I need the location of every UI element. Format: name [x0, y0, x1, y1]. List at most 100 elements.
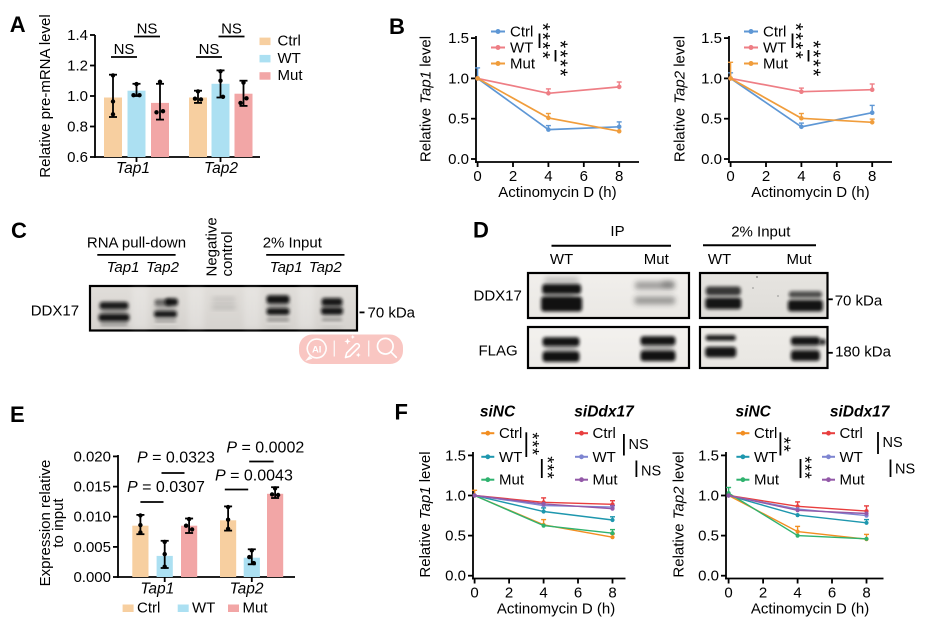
svg-text:P = 0.0323: P = 0.0323: [137, 450, 215, 467]
svg-text:Mut: Mut: [840, 472, 866, 489]
svg-text:8: 8: [868, 168, 876, 185]
svg-text:4: 4: [544, 168, 552, 185]
svg-text:NS: NS: [895, 462, 915, 478]
svg-text:0.000: 0.000: [73, 569, 111, 586]
svg-text:1.0: 1.0: [698, 488, 719, 505]
svg-text:0.0: 0.0: [701, 151, 722, 168]
svg-text:Ctrl: Ctrl: [278, 33, 301, 50]
svg-text:AI: AI: [312, 344, 322, 355]
svg-text:1.5: 1.5: [701, 30, 722, 47]
svg-text:0.005: 0.005: [73, 539, 111, 556]
svg-text:Actinomycin D (h): Actinomycin D (h): [497, 601, 615, 618]
svg-text:A: A: [10, 12, 26, 37]
svg-text:0.010: 0.010: [73, 509, 111, 526]
svg-text:DDX17: DDX17: [31, 303, 79, 320]
svg-text:NS: NS: [114, 41, 135, 58]
svg-text:Tap2: Tap2: [230, 581, 264, 598]
svg-text:WT: WT: [840, 449, 863, 466]
svg-text:0: 0: [724, 585, 732, 602]
svg-text:0.5: 0.5: [445, 528, 466, 545]
svg-text:Ctrl: Ctrl: [510, 24, 533, 41]
svg-text:Actinomycin D (h): Actinomycin D (h): [751, 184, 869, 201]
svg-text:F: F: [395, 400, 408, 425]
svg-text:***: ***: [522, 432, 542, 455]
svg-text:Expression relative: Expression relative: [37, 460, 54, 587]
svg-text:***: ***: [537, 456, 557, 479]
svg-text:2: 2: [762, 168, 770, 185]
svg-text:Relative Tap2 level: Relative Tap2 level: [672, 36, 689, 162]
svg-text:1.2: 1.2: [67, 58, 88, 75]
svg-text:WT: WT: [708, 251, 731, 268]
svg-text:0.5: 0.5: [698, 528, 719, 545]
svg-text:Mut: Mut: [763, 56, 789, 73]
svg-text:70 kDa: 70 kDa: [835, 292, 883, 309]
svg-text:Tap1: Tap1: [270, 259, 303, 276]
svg-text:WT: WT: [499, 449, 522, 466]
svg-text:WT: WT: [763, 40, 786, 57]
svg-text:1.5: 1.5: [698, 447, 719, 464]
svg-text:NS: NS: [221, 21, 242, 38]
svg-text:6: 6: [580, 168, 588, 185]
svg-text:E: E: [10, 402, 25, 427]
svg-text:Relative pre-mRNA level: Relative pre-mRNA level: [37, 14, 54, 177]
svg-text:****: ****: [531, 23, 553, 61]
svg-text:DDX17: DDX17: [474, 288, 522, 305]
svg-text:0.5: 0.5: [448, 111, 469, 128]
svg-text:****: ****: [801, 40, 823, 78]
svg-text:0.020: 0.020: [73, 448, 111, 465]
svg-text:2: 2: [505, 585, 513, 602]
svg-text:Tap2: Tap2: [146, 259, 179, 276]
svg-text:D: D: [473, 218, 489, 243]
svg-text:WT: WT: [510, 40, 533, 57]
svg-text:Mut: Mut: [243, 600, 269, 617]
svg-text:0: 0: [473, 168, 481, 185]
svg-text:2: 2: [759, 585, 767, 602]
svg-text:1.0: 1.0: [701, 70, 722, 87]
svg-text:***: ***: [794, 456, 814, 479]
svg-text:Mut: Mut: [510, 56, 536, 73]
svg-text:Ctrl: Ctrl: [593, 425, 616, 442]
svg-text:Actinomycin D (h): Actinomycin D (h): [498, 184, 616, 201]
svg-text:1.0: 1.0: [445, 488, 466, 505]
svg-text:1.5: 1.5: [445, 447, 466, 464]
svg-text:4: 4: [797, 168, 805, 185]
svg-text:control: control: [219, 231, 236, 276]
svg-text:NS: NS: [883, 435, 903, 451]
svg-text:2% Input: 2% Input: [263, 235, 323, 252]
svg-text:WT: WT: [593, 449, 616, 466]
svg-text:0: 0: [470, 585, 478, 602]
svg-text:0: 0: [726, 168, 734, 185]
svg-text:P = 0.0307: P = 0.0307: [127, 479, 205, 496]
svg-text:6: 6: [574, 585, 582, 602]
svg-text:siDdx17: siDdx17: [830, 404, 891, 421]
svg-text:WT: WT: [192, 600, 215, 617]
svg-text:8: 8: [608, 585, 616, 602]
svg-text:C: C: [11, 218, 27, 243]
svg-text:**: **: [774, 437, 794, 453]
svg-text:siDdx17: siDdx17: [574, 404, 635, 421]
svg-text:1.5: 1.5: [448, 30, 469, 47]
svg-text:1.0: 1.0: [448, 70, 469, 87]
svg-text:180 kDa: 180 kDa: [835, 343, 892, 360]
svg-text:Tap2: Tap2: [204, 160, 238, 177]
svg-text:Mut: Mut: [278, 67, 304, 84]
svg-text:NS: NS: [641, 464, 661, 480]
svg-text:P = 0.0002: P = 0.0002: [226, 440, 304, 457]
svg-text:4: 4: [793, 585, 801, 602]
svg-text:Negative: Negative: [204, 217, 221, 276]
svg-text:P = 0.0043: P = 0.0043: [215, 468, 293, 485]
svg-text:Relative Tap1 level: Relative Tap1 level: [418, 36, 435, 162]
svg-text:0.0: 0.0: [448, 151, 469, 168]
svg-text:70 kDa: 70 kDa: [368, 305, 416, 322]
svg-text:NS: NS: [629, 437, 649, 453]
svg-text:6: 6: [833, 168, 841, 185]
svg-text:WT: WT: [754, 449, 777, 466]
svg-text:siNC: siNC: [736, 404, 772, 421]
svg-text:Ctrl: Ctrl: [754, 425, 777, 442]
svg-text:Tap2: Tap2: [309, 259, 342, 276]
svg-text:8: 8: [862, 585, 870, 602]
svg-text:1.0: 1.0: [67, 88, 88, 105]
svg-text:0.0: 0.0: [445, 568, 466, 585]
svg-text:Ctrl: Ctrl: [499, 425, 522, 442]
svg-text:Ctrl: Ctrl: [137, 600, 160, 617]
